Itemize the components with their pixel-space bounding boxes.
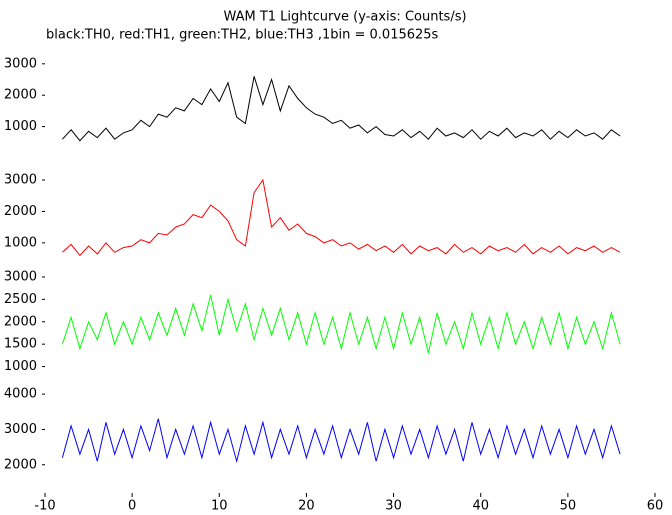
chart-subtitle: black:TH0, red:TH1, green:TH2, blue:TH3 … xyxy=(46,28,439,43)
y-tick-label: 1000 xyxy=(4,359,37,374)
y-tick-label: 4000 xyxy=(4,387,37,402)
chart-title: WAM T1 Lightcurve (y-axis: Counts/s) xyxy=(223,10,466,25)
y-tick-label: 1000 xyxy=(4,119,37,134)
y-tick-label: 3000 xyxy=(4,173,37,188)
y-tick-label: 3000 xyxy=(4,56,37,71)
light-curve xyxy=(61,294,621,354)
light-curve xyxy=(62,178,621,257)
y-tick-label: 3000 xyxy=(4,269,37,284)
x-tick-label: -10 xyxy=(34,499,55,514)
x-tick-label: 50 xyxy=(560,499,577,514)
y-tick-label: 3000 xyxy=(4,422,37,437)
x-tick-label: 20 xyxy=(298,499,315,514)
x-tick-label: 0 xyxy=(128,499,136,514)
y-tick-label: 2000 xyxy=(4,314,37,329)
y-tick-label: 1000 xyxy=(4,235,37,250)
y-tick-label: 1500 xyxy=(4,337,37,352)
y-tick-label: 2000 xyxy=(4,204,37,219)
light-curve xyxy=(62,76,621,142)
y-tick-label: 2000 xyxy=(4,457,37,472)
light-curve xyxy=(61,418,621,464)
y-tick-label: 2500 xyxy=(4,292,37,307)
x-tick-label: 30 xyxy=(385,499,402,514)
y-tick-label: 2000 xyxy=(4,88,37,103)
x-tick-label: 60 xyxy=(647,499,664,514)
x-tick-label: 10 xyxy=(211,499,228,514)
x-tick-label: 40 xyxy=(472,499,489,514)
